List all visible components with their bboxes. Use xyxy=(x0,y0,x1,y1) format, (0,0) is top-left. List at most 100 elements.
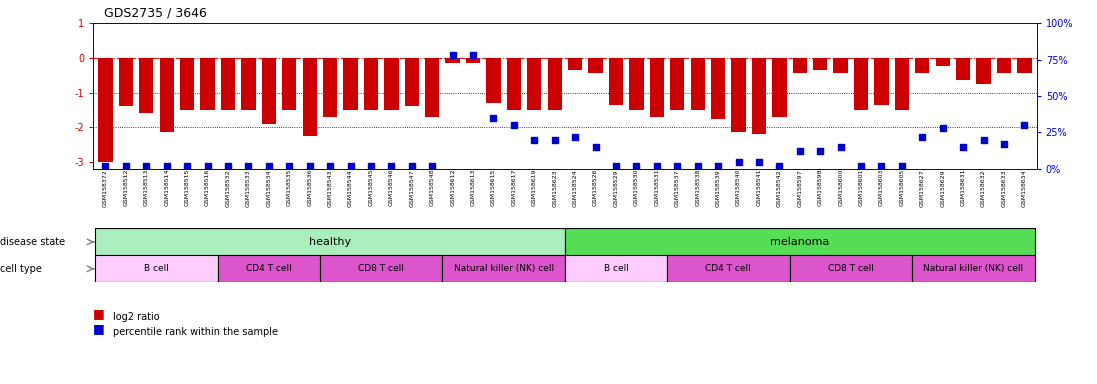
Bar xyxy=(218,255,320,282)
Bar xyxy=(364,58,378,110)
Bar xyxy=(180,58,194,110)
Bar xyxy=(853,58,868,110)
Text: melanoma: melanoma xyxy=(770,237,829,247)
Bar xyxy=(565,228,1034,255)
Point xyxy=(608,163,625,169)
Text: GSM158537: GSM158537 xyxy=(675,169,680,207)
Text: GSM158539: GSM158539 xyxy=(715,169,721,207)
Text: GSM158512: GSM158512 xyxy=(124,169,128,207)
Point xyxy=(873,163,891,169)
Text: ■: ■ xyxy=(93,322,105,335)
Text: GSM158541: GSM158541 xyxy=(757,169,761,207)
Point xyxy=(627,163,645,169)
Text: cell type: cell type xyxy=(0,264,42,274)
Point xyxy=(914,134,931,140)
Bar xyxy=(912,255,1034,282)
Point xyxy=(730,159,747,165)
Bar xyxy=(568,58,583,70)
Point xyxy=(832,144,849,150)
Bar xyxy=(201,58,215,110)
Point xyxy=(505,122,522,128)
Point xyxy=(137,163,155,169)
Point xyxy=(219,163,237,169)
Bar xyxy=(507,58,521,110)
Bar xyxy=(895,58,909,110)
Bar xyxy=(670,58,685,110)
Bar xyxy=(772,58,787,117)
Text: CD4 T cell: CD4 T cell xyxy=(705,264,751,273)
Text: GSM158633: GSM158633 xyxy=(1002,169,1006,207)
Text: CD8 T cell: CD8 T cell xyxy=(359,264,404,273)
Point xyxy=(383,163,400,169)
Bar xyxy=(732,58,746,132)
Text: GSM158615: GSM158615 xyxy=(491,169,496,206)
Bar xyxy=(955,58,971,80)
Point xyxy=(179,163,196,169)
Point xyxy=(770,163,788,169)
Text: Natural killer (NK) cell: Natural killer (NK) cell xyxy=(924,264,1024,273)
Point xyxy=(403,163,420,169)
Point xyxy=(321,163,339,169)
Text: GSM158514: GSM158514 xyxy=(165,169,169,207)
Text: disease state: disease state xyxy=(0,237,65,247)
Bar xyxy=(466,58,480,63)
Point xyxy=(485,115,502,121)
Bar xyxy=(976,58,991,84)
Text: GSM158513: GSM158513 xyxy=(144,169,149,207)
Point xyxy=(158,163,176,169)
Bar xyxy=(139,58,154,113)
Point xyxy=(546,137,564,143)
Bar xyxy=(630,58,644,110)
Text: GSM158627: GSM158627 xyxy=(919,169,925,207)
Text: GSM158545: GSM158545 xyxy=(369,169,373,207)
Text: log2 ratio: log2 ratio xyxy=(113,312,160,322)
Text: GSM158542: GSM158542 xyxy=(777,169,782,207)
Text: GSM158524: GSM158524 xyxy=(573,169,578,207)
Bar xyxy=(405,58,419,106)
Text: GSM158538: GSM158538 xyxy=(695,169,700,207)
Text: GSM158605: GSM158605 xyxy=(900,169,904,206)
Bar xyxy=(711,58,725,119)
Bar xyxy=(323,58,337,117)
Point xyxy=(464,52,482,58)
Bar xyxy=(220,58,235,110)
Text: GSM158544: GSM158544 xyxy=(348,169,353,207)
Point xyxy=(199,163,216,169)
Point xyxy=(812,148,829,154)
Text: GSM158532: GSM158532 xyxy=(226,169,230,207)
Text: GSM158526: GSM158526 xyxy=(593,169,598,207)
Bar xyxy=(834,58,848,73)
Text: GDS2735 / 3646: GDS2735 / 3646 xyxy=(104,6,207,19)
Text: B cell: B cell xyxy=(603,264,629,273)
Text: Natural killer (NK) cell: Natural killer (NK) cell xyxy=(454,264,554,273)
Bar xyxy=(547,58,562,110)
Text: GSM158372: GSM158372 xyxy=(103,169,108,207)
Text: GSM158632: GSM158632 xyxy=(981,169,986,207)
Text: GSM158540: GSM158540 xyxy=(736,169,742,207)
Bar xyxy=(793,58,807,73)
Bar xyxy=(565,255,667,282)
Text: GSM158603: GSM158603 xyxy=(879,169,884,207)
Bar xyxy=(343,58,358,110)
Point xyxy=(934,125,951,131)
Bar xyxy=(1017,58,1031,73)
Point xyxy=(525,137,543,143)
Point xyxy=(668,163,686,169)
Point xyxy=(362,163,380,169)
Text: GSM158530: GSM158530 xyxy=(634,169,638,207)
Bar xyxy=(303,58,317,136)
Text: percentile rank within the sample: percentile rank within the sample xyxy=(113,327,278,337)
Text: ■: ■ xyxy=(93,307,105,320)
Point xyxy=(689,163,706,169)
Bar xyxy=(384,58,398,110)
Point xyxy=(423,163,441,169)
Bar xyxy=(609,58,623,105)
Bar xyxy=(874,58,889,105)
Bar xyxy=(588,58,602,73)
Bar xyxy=(282,58,296,110)
Text: CD4 T cell: CD4 T cell xyxy=(246,264,292,273)
Text: GSM158536: GSM158536 xyxy=(307,169,313,207)
Bar xyxy=(320,255,442,282)
Bar xyxy=(690,58,705,110)
Bar xyxy=(442,255,565,282)
